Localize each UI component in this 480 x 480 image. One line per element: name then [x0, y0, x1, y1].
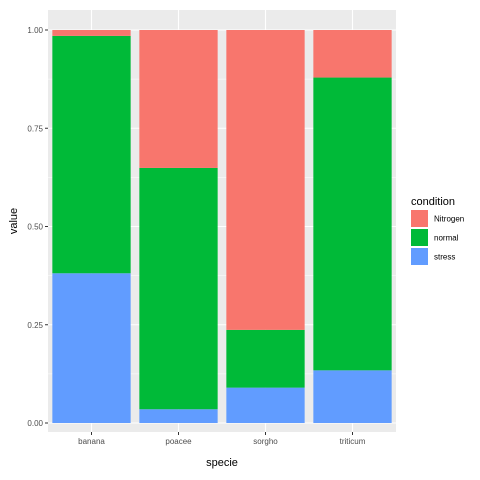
y-tick-label: 0.00	[27, 419, 43, 428]
legend-label: normal	[434, 234, 459, 243]
x-tick-label: banana	[78, 437, 105, 446]
legend-label: Nitrogen	[434, 215, 464, 224]
x-tick-label: sorgho	[253, 437, 278, 446]
x-axis: banana poacee sorgho triticum	[78, 432, 366, 446]
y-tick-label: 0.50	[27, 223, 43, 232]
y-tick-label: 0.25	[27, 321, 43, 330]
y-tick-label: 0.75	[27, 124, 43, 133]
bar-triticum-stress	[313, 370, 392, 423]
y-axis: 0.00 0.25 0.50 0.75 1.00	[27, 26, 48, 428]
bar-poacee-normal	[139, 167, 218, 410]
bars	[52, 30, 392, 423]
bar-sorgho-nitrogen	[226, 30, 305, 330]
bar-poacee-nitrogen	[139, 30, 218, 168]
bar-poacee-stress	[139, 409, 218, 423]
legend-label: stress	[434, 253, 455, 262]
bar-triticum-normal	[313, 77, 392, 371]
bar-sorgho-stress	[226, 387, 305, 423]
bar-sorgho-normal	[226, 329, 305, 388]
y-tick-label: 1.00	[27, 26, 43, 35]
x-tick-label: triticum	[340, 437, 366, 446]
bar-banana-normal	[52, 35, 131, 274]
bar-banana-stress	[52, 273, 131, 423]
bar-triticum-nitrogen	[313, 30, 392, 78]
x-tick-label: poacee	[165, 437, 192, 446]
legend-title: condition	[411, 196, 455, 208]
legend-key-normal	[411, 229, 428, 246]
legend: condition Nitrogen normal stress	[411, 196, 464, 265]
y-axis-title: value	[8, 208, 20, 234]
legend-key-nitrogen	[411, 210, 428, 227]
legend-key-stress	[411, 248, 428, 265]
x-axis-title: specie	[206, 457, 238, 469]
bar-banana-nitrogen	[52, 30, 131, 36]
